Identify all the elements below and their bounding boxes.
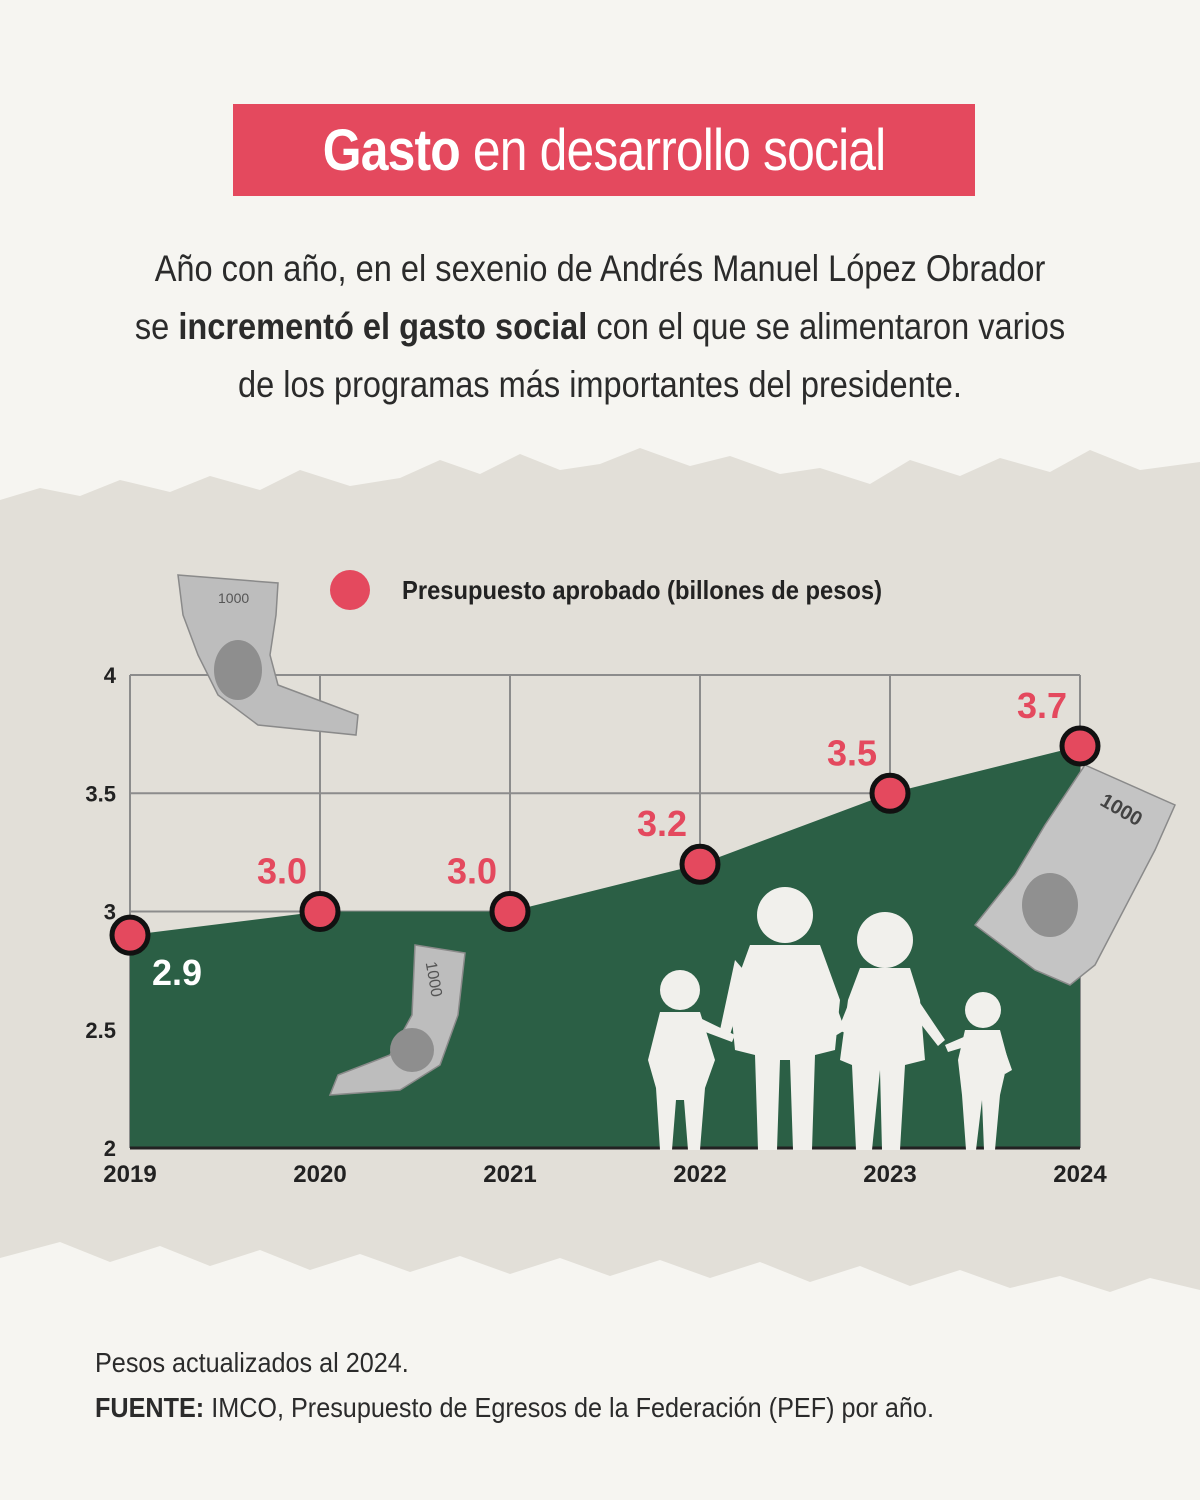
- subtitle-line-2-post: con el que se alimentaron varios: [587, 306, 1066, 347]
- source-label: FUENTE:: [95, 1392, 205, 1423]
- x-tick-label: 2024: [1053, 1161, 1107, 1188]
- data-point: [299, 891, 341, 932]
- subtitle-line-2-pre: se: [134, 306, 179, 347]
- x-tick-label: 2020: [293, 1161, 346, 1188]
- data-label: 3.2: [637, 803, 687, 844]
- subtitle-line-3: de los programas más importantes del pre…: [238, 364, 962, 405]
- y-tick-label: 2: [104, 1136, 116, 1161]
- subtitle: Año con año, en el sexenio de Andrés Man…: [125, 240, 1075, 414]
- data-label: 3.0: [447, 851, 497, 892]
- data-point: [679, 843, 721, 885]
- marker-layer: [109, 725, 1101, 956]
- y-tick-label: 4: [104, 663, 117, 688]
- x-tick-label: 2023: [863, 1161, 916, 1188]
- x-tick-label: 2021: [483, 1161, 536, 1188]
- banknote-value: 1000: [218, 590, 249, 606]
- data-point: [869, 772, 911, 814]
- x-tick-label: 2022: [673, 1161, 726, 1188]
- data-label: 3.5: [827, 732, 877, 773]
- title-banner: Gasto en desarrollo social: [233, 104, 975, 196]
- banknote-icon: 1000: [328, 944, 466, 1096]
- area-fill: [130, 745, 1080, 1148]
- subtitle-line-2: se incrementó el gasto social con el que…: [125, 298, 1075, 356]
- legend-label: Presupuesto aprobado (billones de pesos): [402, 575, 882, 605]
- x-tick-label: 2019: [103, 1161, 156, 1188]
- footer-note: Pesos actualizados al 2024.: [95, 1347, 409, 1378]
- axis-layer: 2 2.5 3 3.5 4 2019 2020 2021 2022 2023 2024: [85, 663, 1107, 1188]
- data-label: 3.7: [1017, 685, 1067, 726]
- data-point: [1059, 725, 1101, 767]
- footer-source: FUENTE: IMCO, Presupuesto de Egresos de …: [95, 1385, 934, 1430]
- data-point: [489, 891, 531, 932]
- data-label: 3.0: [257, 851, 307, 892]
- title-rest: en desarrollo social: [459, 117, 886, 183]
- label-layer: 2.9 3.0 3.0 3.2 3.5 3.7: [152, 685, 1067, 993]
- subtitle-line-2-bold: incrementó el gasto social: [178, 306, 588, 347]
- data-label: 2.9: [152, 952, 202, 993]
- data-point: [109, 914, 151, 956]
- title-bold: Gasto: [322, 117, 461, 183]
- footer: Pesos actualizados al 2024. FUENTE: IMCO…: [95, 1340, 934, 1430]
- banknote-icon: 1000: [973, 764, 1176, 986]
- y-tick-label: 3: [104, 900, 116, 925]
- banknote-value: 1000: [422, 960, 445, 998]
- source-text: IMCO, Presupuesto de Egresos de la Feder…: [204, 1392, 934, 1423]
- page-title: Gasto en desarrollo social: [323, 117, 886, 184]
- family-silhouette-icon: [648, 887, 1012, 1150]
- y-tick-label: 2.5: [85, 1018, 116, 1043]
- subtitle-line-1: Año con año, en el sexenio de Andrés Man…: [154, 248, 1046, 289]
- banknote-icon: 1000: [177, 574, 359, 736]
- y-tick-label: 3.5: [85, 781, 116, 806]
- legend-marker: [330, 570, 370, 610]
